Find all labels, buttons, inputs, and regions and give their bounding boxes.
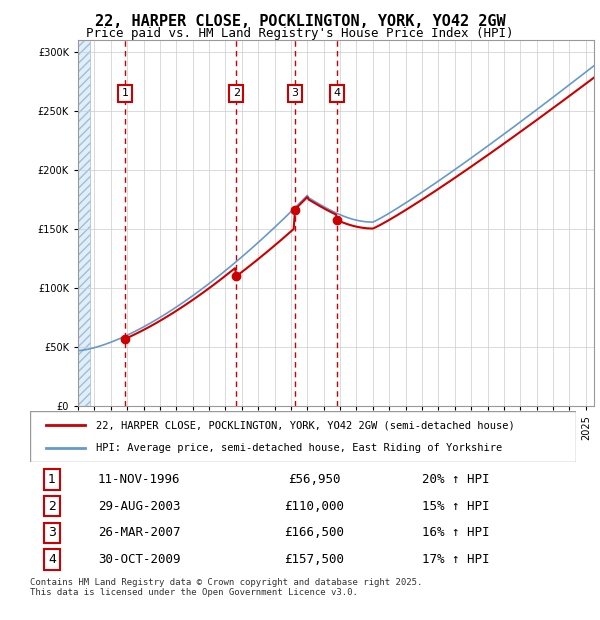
Text: Price paid vs. HM Land Registry's House Price Index (HPI): Price paid vs. HM Land Registry's House …: [86, 27, 514, 40]
Text: £56,950: £56,950: [287, 473, 340, 486]
Text: 11-NOV-1996: 11-NOV-1996: [98, 473, 181, 486]
Text: 2: 2: [48, 500, 56, 513]
Text: 4: 4: [334, 88, 341, 99]
Text: 1: 1: [122, 88, 128, 99]
Text: 2: 2: [233, 88, 240, 99]
Text: 29-AUG-2003: 29-AUG-2003: [98, 500, 181, 513]
Text: 16% ↑ HPI: 16% ↑ HPI: [422, 526, 490, 539]
Text: 22, HARPER CLOSE, POCKLINGTON, YORK, YO42 2GW: 22, HARPER CLOSE, POCKLINGTON, YORK, YO4…: [95, 14, 505, 29]
Text: 26-MAR-2007: 26-MAR-2007: [98, 526, 181, 539]
Text: £157,500: £157,500: [284, 553, 344, 566]
Text: 17% ↑ HPI: 17% ↑ HPI: [422, 553, 490, 566]
Text: 22, HARPER CLOSE, POCKLINGTON, YORK, YO42 2GW (semi-detached house): 22, HARPER CLOSE, POCKLINGTON, YORK, YO4…: [95, 420, 514, 430]
Text: 4: 4: [48, 553, 56, 566]
Text: 3: 3: [48, 526, 56, 539]
Text: HPI: Average price, semi-detached house, East Riding of Yorkshire: HPI: Average price, semi-detached house,…: [95, 443, 502, 453]
Text: 30-OCT-2009: 30-OCT-2009: [98, 553, 181, 566]
FancyBboxPatch shape: [30, 411, 576, 462]
Text: Contains HM Land Registry data © Crown copyright and database right 2025.
This d: Contains HM Land Registry data © Crown c…: [30, 578, 422, 597]
Bar: [78, 40, 90, 406]
Text: 3: 3: [291, 88, 298, 99]
Text: 1: 1: [48, 473, 56, 486]
Text: 20% ↑ HPI: 20% ↑ HPI: [422, 473, 490, 486]
Text: £110,000: £110,000: [284, 500, 344, 513]
Text: £166,500: £166,500: [284, 526, 344, 539]
Text: 15% ↑ HPI: 15% ↑ HPI: [422, 500, 490, 513]
